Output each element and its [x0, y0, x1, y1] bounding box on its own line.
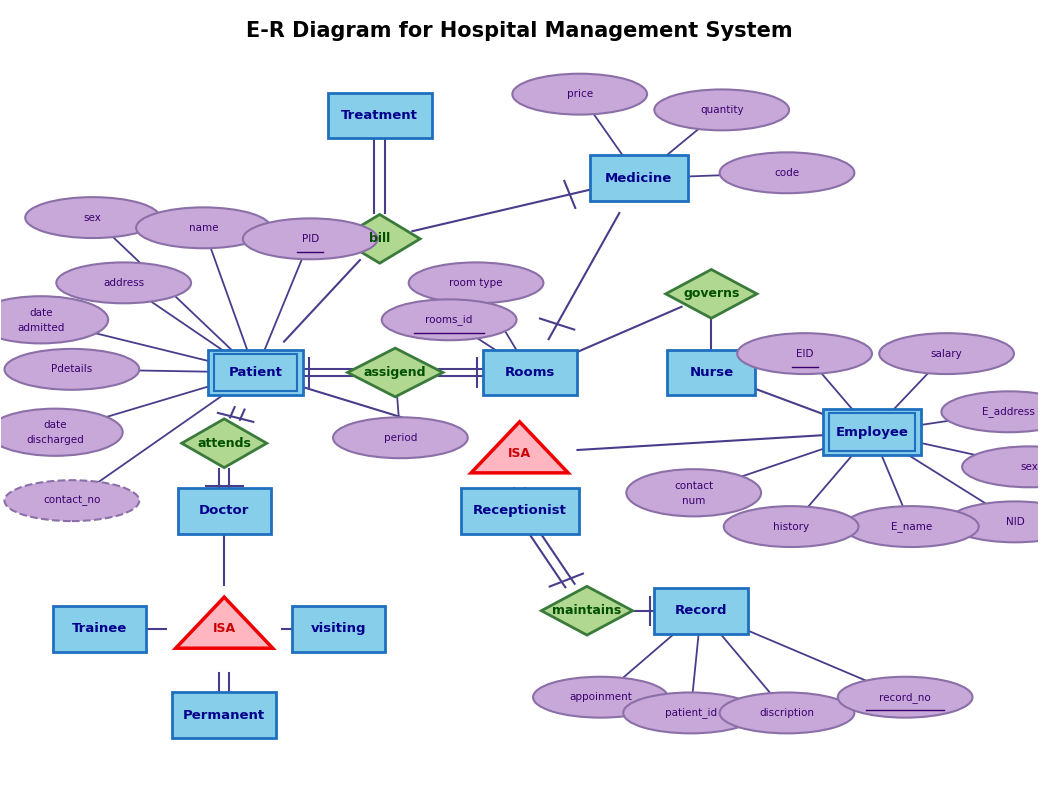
Ellipse shape [512, 73, 647, 114]
Text: price: price [566, 89, 592, 99]
Text: Medicine: Medicine [605, 172, 673, 185]
Text: admitted: admitted [17, 323, 65, 333]
Text: ISA: ISA [213, 623, 236, 635]
Text: name: name [189, 222, 218, 233]
Polygon shape [347, 348, 443, 397]
Polygon shape [181, 419, 267, 468]
Ellipse shape [533, 677, 668, 718]
Ellipse shape [737, 333, 872, 374]
Ellipse shape [25, 197, 160, 238]
Text: discription: discription [759, 708, 815, 718]
Polygon shape [471, 422, 568, 473]
Text: attends: attends [197, 437, 251, 450]
Text: PID: PID [301, 234, 319, 244]
Ellipse shape [4, 481, 139, 521]
Ellipse shape [879, 333, 1014, 374]
Text: governs: governs [683, 287, 739, 301]
Text: contact_no: contact_no [43, 495, 100, 506]
Text: Rooms: Rooms [505, 366, 555, 379]
Text: maintains: maintains [553, 604, 622, 617]
Text: code: code [775, 168, 800, 178]
FancyBboxPatch shape [654, 588, 748, 634]
Text: rooms_id: rooms_id [426, 314, 472, 325]
Text: visiting: visiting [311, 623, 366, 635]
Ellipse shape [844, 507, 978, 547]
Text: Nurse: Nurse [689, 366, 733, 379]
Text: Treatment: Treatment [341, 109, 418, 122]
Ellipse shape [382, 299, 516, 340]
Ellipse shape [962, 447, 1043, 488]
Text: discharged: discharged [26, 435, 84, 445]
Text: period: period [384, 432, 417, 443]
Ellipse shape [948, 502, 1043, 542]
Text: address: address [103, 278, 144, 288]
FancyBboxPatch shape [483, 350, 577, 395]
Ellipse shape [838, 677, 972, 718]
Ellipse shape [624, 693, 758, 733]
Text: Employee: Employee [835, 426, 908, 439]
Text: contact: contact [674, 481, 713, 491]
Text: date: date [29, 308, 52, 318]
Text: Patient: Patient [228, 366, 283, 379]
Text: Trainee: Trainee [72, 623, 127, 635]
Polygon shape [175, 597, 272, 649]
Ellipse shape [0, 296, 108, 343]
Ellipse shape [724, 507, 858, 547]
Text: bill: bill [369, 232, 390, 245]
FancyBboxPatch shape [53, 606, 146, 652]
Text: salary: salary [930, 349, 963, 359]
Text: assigend: assigend [364, 366, 427, 379]
Text: room type: room type [450, 278, 503, 288]
Text: E_name: E_name [891, 521, 932, 532]
Text: NID: NID [1005, 517, 1024, 527]
Ellipse shape [4, 349, 139, 390]
Text: Permanent: Permanent [184, 709, 265, 722]
FancyBboxPatch shape [208, 350, 302, 395]
Text: EID: EID [796, 349, 814, 359]
Text: Pdetails: Pdetails [51, 365, 93, 374]
Ellipse shape [720, 152, 854, 193]
Text: ISA: ISA [508, 447, 531, 460]
FancyBboxPatch shape [668, 350, 755, 395]
Polygon shape [339, 215, 420, 264]
FancyBboxPatch shape [172, 693, 276, 738]
Text: Record: Record [675, 604, 727, 617]
Text: quantity: quantity [700, 105, 744, 115]
Ellipse shape [942, 391, 1043, 432]
Text: record_no: record_no [879, 692, 931, 703]
Ellipse shape [627, 469, 761, 516]
Text: appoinment: appoinment [569, 692, 632, 702]
Polygon shape [541, 586, 632, 635]
Text: Doctor: Doctor [199, 504, 249, 518]
Ellipse shape [720, 693, 854, 733]
FancyBboxPatch shape [589, 155, 688, 201]
Ellipse shape [654, 89, 790, 130]
Ellipse shape [243, 219, 378, 260]
Text: sex: sex [83, 212, 101, 222]
Text: E-R Diagram for Hospital Management System: E-R Diagram for Hospital Management Syst… [246, 21, 793, 41]
Text: E_address: E_address [983, 406, 1036, 417]
Ellipse shape [409, 263, 543, 303]
FancyBboxPatch shape [328, 92, 432, 138]
Ellipse shape [0, 409, 123, 456]
Text: Receptionist: Receptionist [472, 504, 566, 518]
Text: patient_id: patient_id [664, 708, 717, 718]
Text: date: date [44, 421, 67, 430]
Polygon shape [665, 270, 757, 318]
Text: num: num [682, 495, 705, 506]
Ellipse shape [333, 417, 467, 458]
FancyBboxPatch shape [823, 409, 921, 455]
Text: history: history [773, 522, 809, 532]
FancyBboxPatch shape [292, 606, 385, 652]
FancyBboxPatch shape [177, 488, 271, 533]
FancyBboxPatch shape [461, 488, 579, 533]
Ellipse shape [56, 263, 191, 303]
Text: sex: sex [1021, 462, 1039, 472]
Ellipse shape [137, 208, 271, 249]
